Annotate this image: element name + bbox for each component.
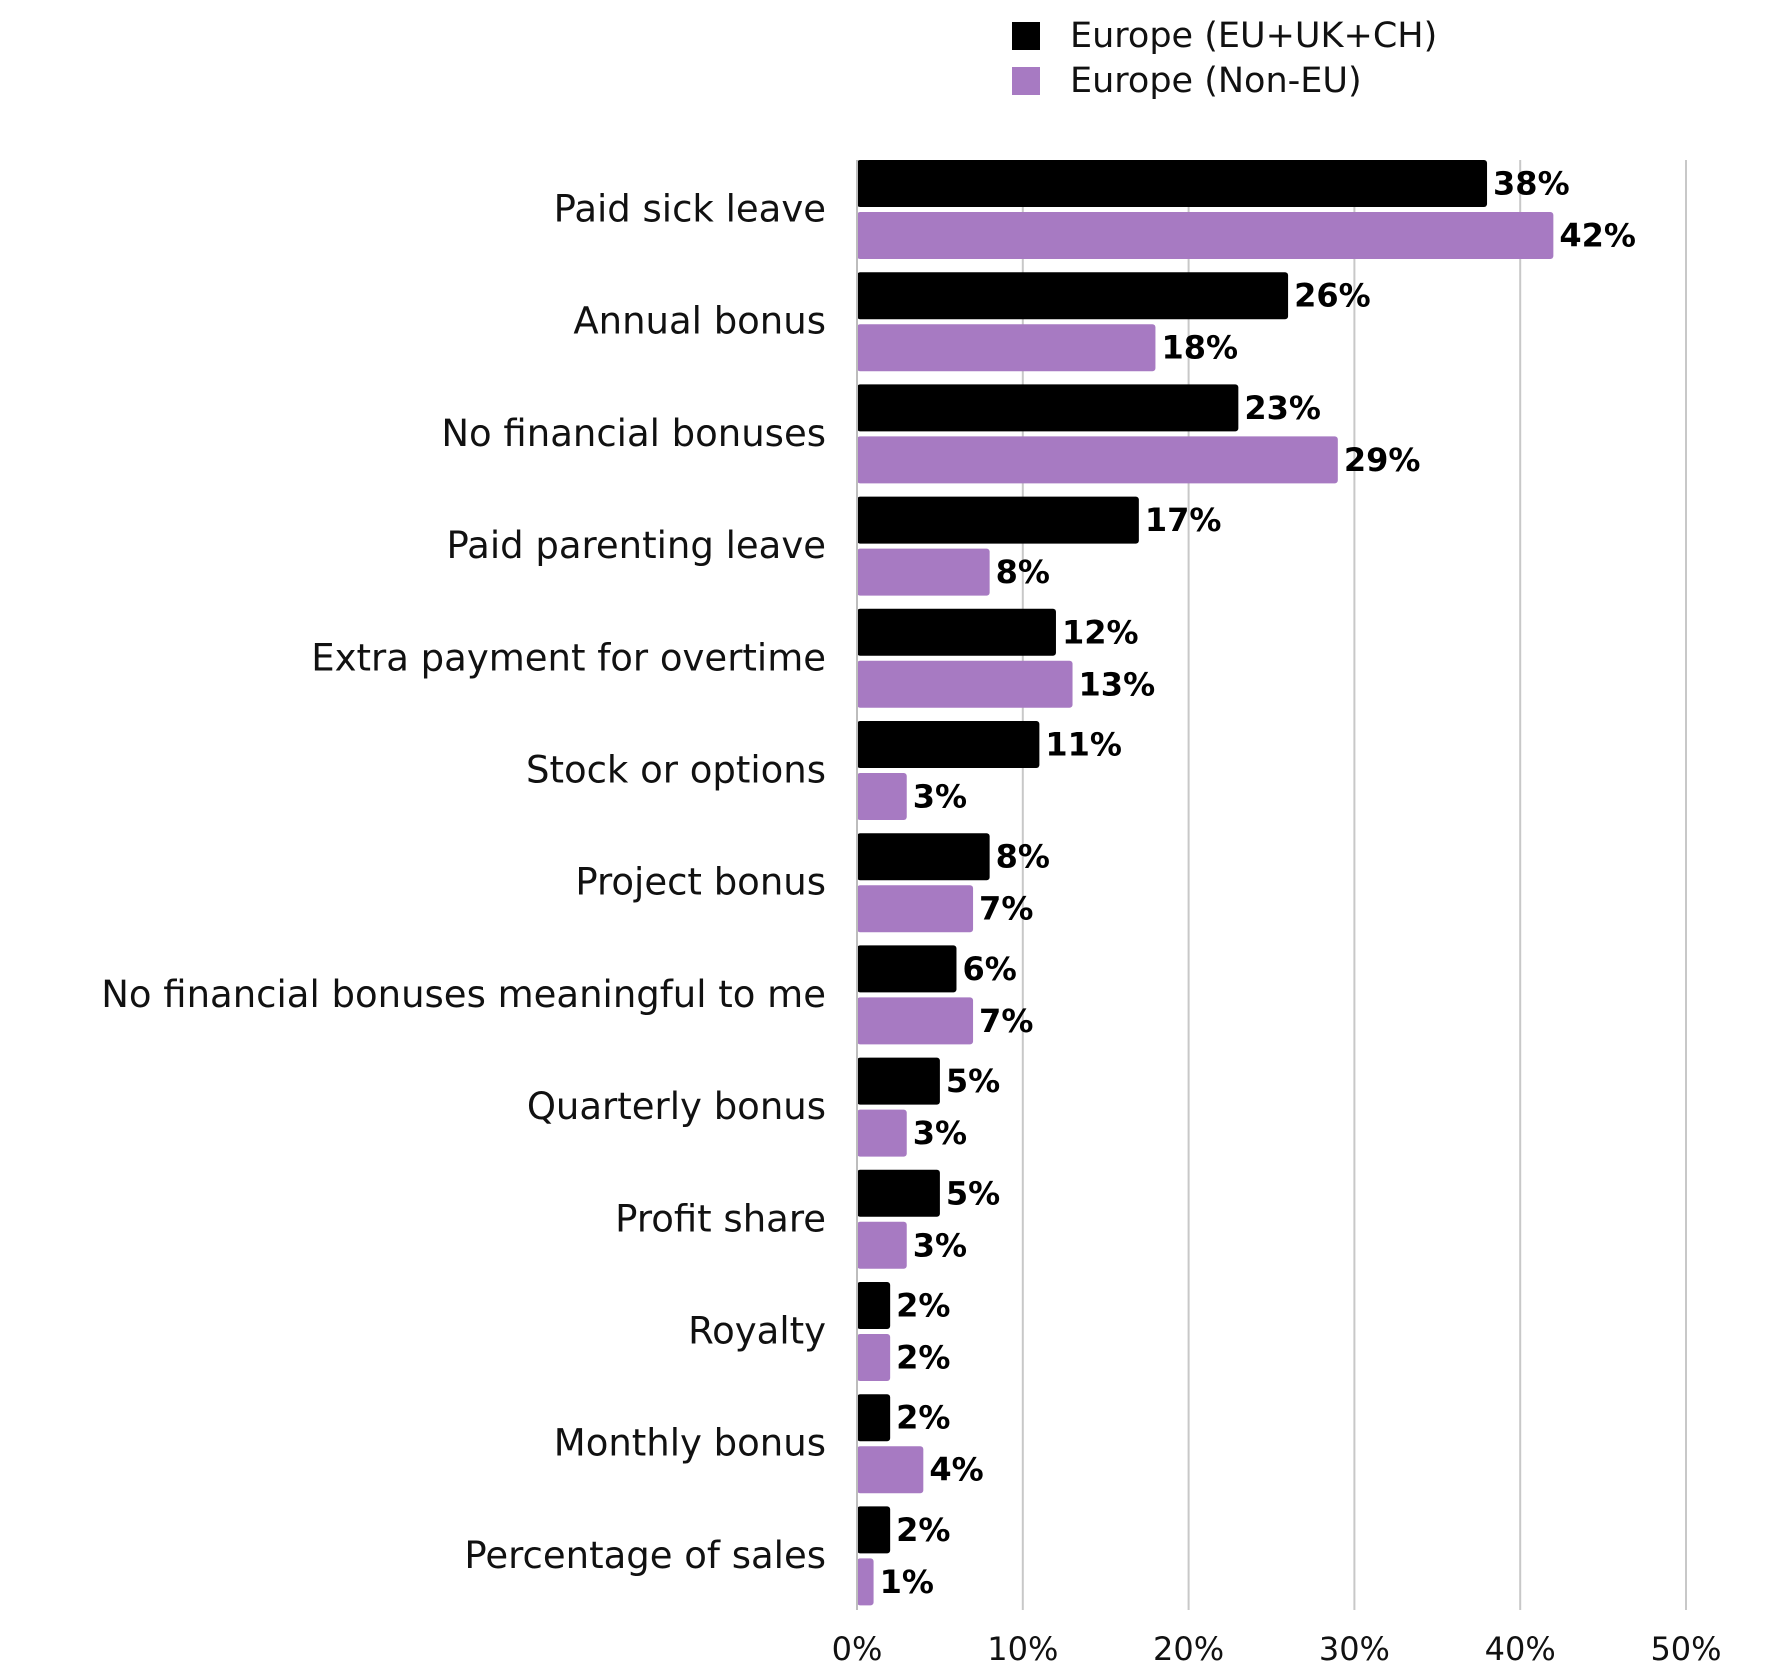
category-label: Profit share [615, 1197, 826, 1240]
value-label: 3% [913, 1226, 967, 1264]
bar-eu-uk-ch [857, 608, 1056, 656]
legend-label: Europe (EU+UK+CH) [1070, 16, 1437, 56]
value-label: 17% [1145, 501, 1222, 539]
x-tick-label: 10% [987, 1630, 1058, 1664]
bar-non-eu [857, 1558, 874, 1606]
category-label: Monthly bonus [554, 1422, 826, 1465]
bar-group: 8%7% [857, 833, 1050, 933]
bar-group: 6%7% [857, 945, 1033, 1045]
value-label: 8% [996, 838, 1050, 876]
x-tick-label: 0% [832, 1630, 883, 1664]
value-label: 2% [896, 1399, 950, 1437]
category-label: Paid parenting leave [447, 524, 827, 567]
value-label: 3% [913, 1114, 967, 1152]
bar-eu-uk-ch [857, 1169, 940, 1217]
value-label: 13% [1079, 665, 1156, 703]
x-tick-label: 40% [1485, 1630, 1556, 1664]
value-label: 18% [1161, 329, 1238, 367]
bar-eu-uk-ch [857, 1506, 891, 1554]
category-label: Percentage of sales [464, 1534, 826, 1577]
x-tick-label: 50% [1650, 1630, 1721, 1664]
category-label: Project bonus [575, 861, 826, 904]
bar-non-eu [857, 1446, 924, 1494]
category-label: No financial bonuses meaningful to me [101, 973, 826, 1016]
category-labels: Paid sick leave Annual bonus No financial … [101, 188, 826, 1577]
legend-swatch [1012, 22, 1040, 50]
bar-group: 2%1% [857, 1506, 950, 1606]
category-label: Quarterly bonus [527, 1085, 826, 1128]
grid-lines [1021, 160, 1687, 1610]
value-label: 2% [896, 1287, 950, 1325]
value-label: 7% [979, 1002, 1033, 1040]
bar-non-eu [857, 773, 907, 820]
bar-eu-uk-ch [857, 160, 1488, 207]
value-label: 5% [946, 1062, 1000, 1100]
category-label: Stock or options [526, 749, 826, 792]
bar-group: 2%2% [857, 1282, 950, 1381]
bar-non-eu [857, 212, 1554, 259]
value-label: 5% [946, 1174, 1000, 1212]
bar-non-eu [857, 1221, 907, 1269]
bar-eu-uk-ch [857, 496, 1139, 544]
bar-group: 26% 18% [857, 272, 1371, 372]
bars: 38%42%26%18%23%29%17%8%12%13%11%3%8%7%6%… [857, 160, 1636, 1606]
value-label: 2% [896, 1339, 950, 1377]
bar-eu-uk-ch [857, 384, 1239, 432]
bar-non-eu [857, 548, 990, 596]
bar-non-eu [857, 324, 1156, 372]
x-tick-label: 30% [1319, 1630, 1390, 1664]
category-label: Paid sick leave [554, 188, 826, 231]
bar-group: 11% 3% [857, 721, 1122, 820]
value-label: 6% [962, 950, 1016, 988]
value-label: 26% [1294, 277, 1371, 315]
category-label: Extra payment for overtime [311, 636, 826, 679]
x-axis-tick-labels: 0% 10% 20% 30% 40% 50% [832, 1630, 1722, 1664]
value-label: 23% [1244, 389, 1321, 427]
value-label: 29% [1344, 441, 1421, 479]
value-label: 3% [913, 778, 967, 816]
bar-non-eu [857, 1109, 907, 1157]
bar-non-eu [857, 1334, 891, 1381]
bar-group: 17% 8% [857, 496, 1222, 596]
x-tick-label: 20% [1153, 1630, 1224, 1664]
bar-non-eu [857, 885, 974, 933]
value-label: 8% [996, 553, 1050, 591]
bar-non-eu [857, 997, 974, 1045]
value-label: 4% [929, 1451, 983, 1489]
bar-group: 5%3% [857, 1057, 1000, 1157]
bar-eu-uk-ch [857, 1394, 891, 1442]
bar-eu-uk-ch [857, 1057, 940, 1105]
value-label: 12% [1062, 613, 1139, 651]
bar-non-eu [857, 660, 1073, 708]
category-label: No financial bonuses [441, 412, 826, 455]
legend-swatch [1012, 67, 1040, 95]
bar-eu-uk-ch [857, 945, 957, 993]
bar-group: 38%42% [857, 160, 1636, 259]
bar-non-eu [857, 436, 1338, 484]
legend-label: Europe (Non-EU) [1070, 61, 1362, 101]
value-label: 11% [1045, 726, 1122, 764]
value-label: 7% [979, 890, 1033, 928]
category-label: Royalty [688, 1310, 826, 1353]
value-label: 38% [1493, 165, 1570, 203]
bar-eu-uk-ch [857, 833, 990, 881]
value-label: 1% [880, 1563, 934, 1601]
bar-eu-uk-ch [857, 1282, 891, 1329]
value-label: 2% [896, 1511, 950, 1549]
category-label: Annual bonus [573, 300, 826, 343]
legend: Europe (EU+UK+CH) Europe (Non-EU) [1012, 16, 1437, 101]
value-label: 42% [1559, 217, 1636, 255]
bar-group: 23% 29% [857, 384, 1421, 484]
bar-eu-uk-ch [857, 721, 1040, 768]
bar-group: 5%3% [857, 1169, 1000, 1269]
bar-group: 12%13% [857, 608, 1156, 708]
bar-eu-uk-ch [857, 272, 1289, 320]
bar-group: 2%4% [857, 1394, 984, 1494]
